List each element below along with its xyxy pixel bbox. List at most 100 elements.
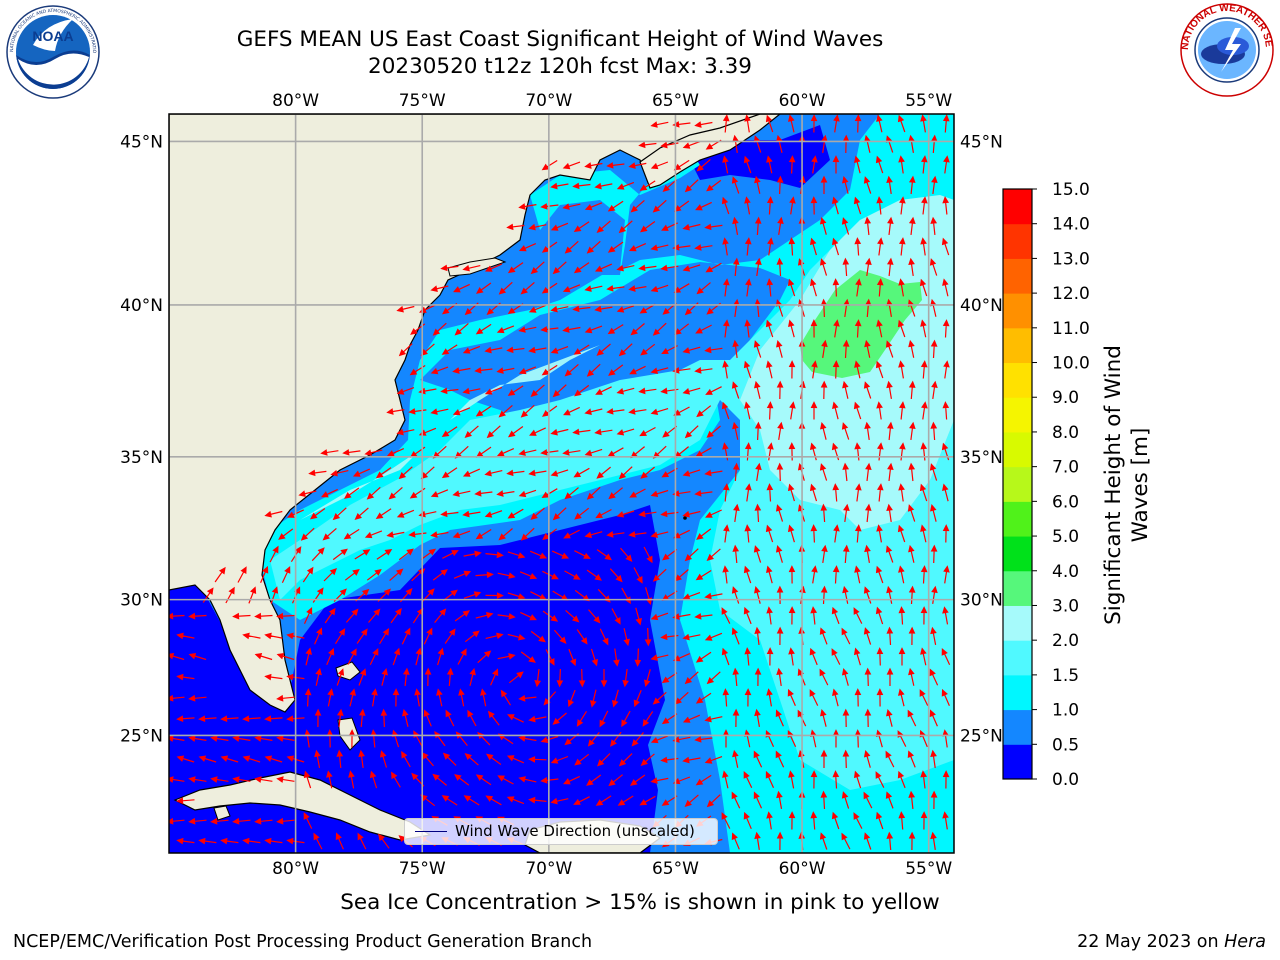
wave-arrow [453,283,470,293]
wave-arrow [731,832,740,850]
wave-arrow [508,671,524,684]
wave-arrow [841,627,851,645]
wave-arrow [639,221,656,233]
wave-arrow [518,326,537,333]
wave-arrow [731,791,741,809]
wave-arrow [788,811,796,830]
wave-arrow [379,628,390,645]
wave-arrow [941,237,950,256]
wave-arrow [371,688,378,707]
wave-arrow [506,469,525,477]
wave-arrow [863,832,872,850]
wave-arrow [402,708,409,727]
wave-arrow [432,773,447,786]
wave-arrow [375,508,392,519]
wave-arrow [819,668,829,686]
wave-arrow [564,570,581,580]
wave-arrow [441,795,458,806]
wave-arrow [519,571,538,580]
wave-arrow [595,386,612,395]
wave-arrow [908,544,915,563]
wave-arrow [550,182,569,190]
wave-arrow [842,749,850,769]
wave-arrow [576,710,588,727]
wave-arrow [887,462,894,481]
land-bahamas-2 [337,717,361,751]
wave-arrow [885,545,894,563]
wave-arrow [608,774,623,787]
wave-arrow [354,507,369,521]
wave-arrow [886,831,894,851]
wave-arrow [484,469,503,477]
colorbar-swatch [1003,536,1032,572]
wave-arrow [347,648,357,665]
wave-arrow [831,196,839,215]
wave-arrow [550,755,569,764]
wave-arrow [743,771,753,788]
wave-arrow [518,243,537,252]
wave-arrow [722,319,730,338]
wave-arrow [831,811,840,830]
wave-arrow [909,421,916,440]
wave-arrow [452,367,471,374]
wave-arrow [437,647,445,666]
wave-arrow [722,770,729,789]
wave-arrow [242,755,261,763]
colorbar-tick-label: 0.5 [1052,735,1079,755]
wave-arrow [599,710,609,728]
wave-arrow [908,257,915,276]
wave-arrow [530,630,546,643]
wave-arrow [391,771,401,788]
wave-arrow [270,586,279,604]
wave-arrow [908,790,916,809]
wave-arrow [721,196,730,215]
wave-arrow [820,749,828,768]
wave-arrow [929,709,938,727]
wave-arrow [264,837,283,845]
wave-arrow [694,490,713,497]
wave-arrow [308,469,327,477]
wave-arrow [584,162,603,169]
colorbar-tick-label: 2.0 [1052,631,1079,651]
wave-arrow [475,571,494,579]
wave-arrow [722,565,729,584]
wave-arrow [414,688,421,707]
wave-arrow [732,708,740,728]
wave-arrow [518,776,537,783]
wave-arrow [704,756,723,764]
wave-arrow [777,216,784,235]
wave-arrow [388,486,403,500]
wave-arrow [507,633,526,641]
wave-arrow [487,710,500,726]
wave-arrow [550,469,569,477]
wave-arrow [335,832,344,850]
wave-arrow [408,531,427,538]
wave-arrow [349,688,356,707]
wave-arrow [188,776,207,783]
wave-arrow [276,652,295,661]
wave-arrow [821,339,828,358]
wave-arrow [820,503,828,523]
wave-arrow [682,510,701,518]
wave-arrow [787,688,796,707]
wave-arrow [732,421,739,440]
wave-arrow [398,343,413,357]
wave-arrow [596,343,611,356]
wave-arrow [463,795,480,806]
wave-arrow [776,790,783,810]
wave-arrow [943,565,950,584]
wave-arrow [563,406,580,416]
colorbar-swatch [1003,605,1032,641]
wave-arrow [886,421,894,441]
wave-arrow [618,753,633,767]
wave-arrow [518,489,537,498]
wave-arrow [507,551,526,559]
wave-arrow [766,483,774,502]
lon-tick-top: 55°W [905,91,952,111]
wave-arrow [276,612,295,620]
wave-arrow [898,811,906,830]
wave-arrow [920,319,927,338]
wave-arrow [744,647,751,666]
wave-arrow [833,114,840,133]
wave-arrow [694,244,713,251]
